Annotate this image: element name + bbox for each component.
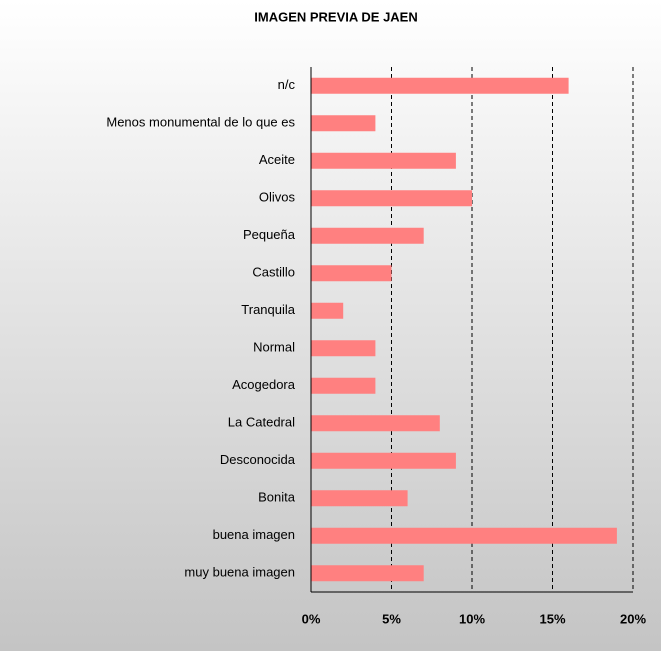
- y-tick-label: buena imagen: [213, 527, 295, 542]
- y-tick-label: Castillo: [252, 265, 295, 280]
- bar: [311, 190, 472, 207]
- y-tick-label: Menos monumental de lo que es: [106, 115, 295, 130]
- y-tick-label: Aceite: [259, 152, 295, 167]
- bar: [311, 302, 344, 319]
- bar: [311, 265, 392, 282]
- bar: [311, 452, 456, 469]
- bar: [311, 527, 617, 544]
- bar: [311, 565, 424, 582]
- bar: [311, 152, 456, 169]
- x-tick-label: 0%: [302, 611, 321, 626]
- x-tick-label: 15%: [539, 611, 565, 626]
- y-tick-label: Normal: [253, 340, 295, 355]
- y-tick-label: muy buena imagen: [184, 565, 295, 580]
- x-tick-label: 10%: [459, 611, 485, 626]
- bar: [311, 377, 376, 394]
- y-tick-label: Bonita: [258, 490, 296, 505]
- y-tick-label: n/c: [278, 77, 296, 92]
- y-tick-label: Tranquila: [241, 302, 295, 317]
- bar: [311, 415, 440, 432]
- chart-title: IMAGEN PREVIA DE JAEN: [254, 9, 418, 24]
- y-tick-label: Olivos: [259, 190, 296, 205]
- y-tick-label: La Catedral: [228, 415, 295, 430]
- y-tick-label: Acogedora: [232, 377, 296, 392]
- bar: [311, 115, 376, 132]
- bar: [311, 77, 569, 94]
- y-tick-label: Pequeña: [243, 227, 296, 242]
- bar: [311, 227, 424, 244]
- y-tick-label: Desconocida: [220, 452, 296, 467]
- bar: [311, 340, 376, 357]
- x-tick-label: 5%: [382, 611, 401, 626]
- x-tick-label: 20%: [620, 611, 646, 626]
- bar: [311, 490, 408, 507]
